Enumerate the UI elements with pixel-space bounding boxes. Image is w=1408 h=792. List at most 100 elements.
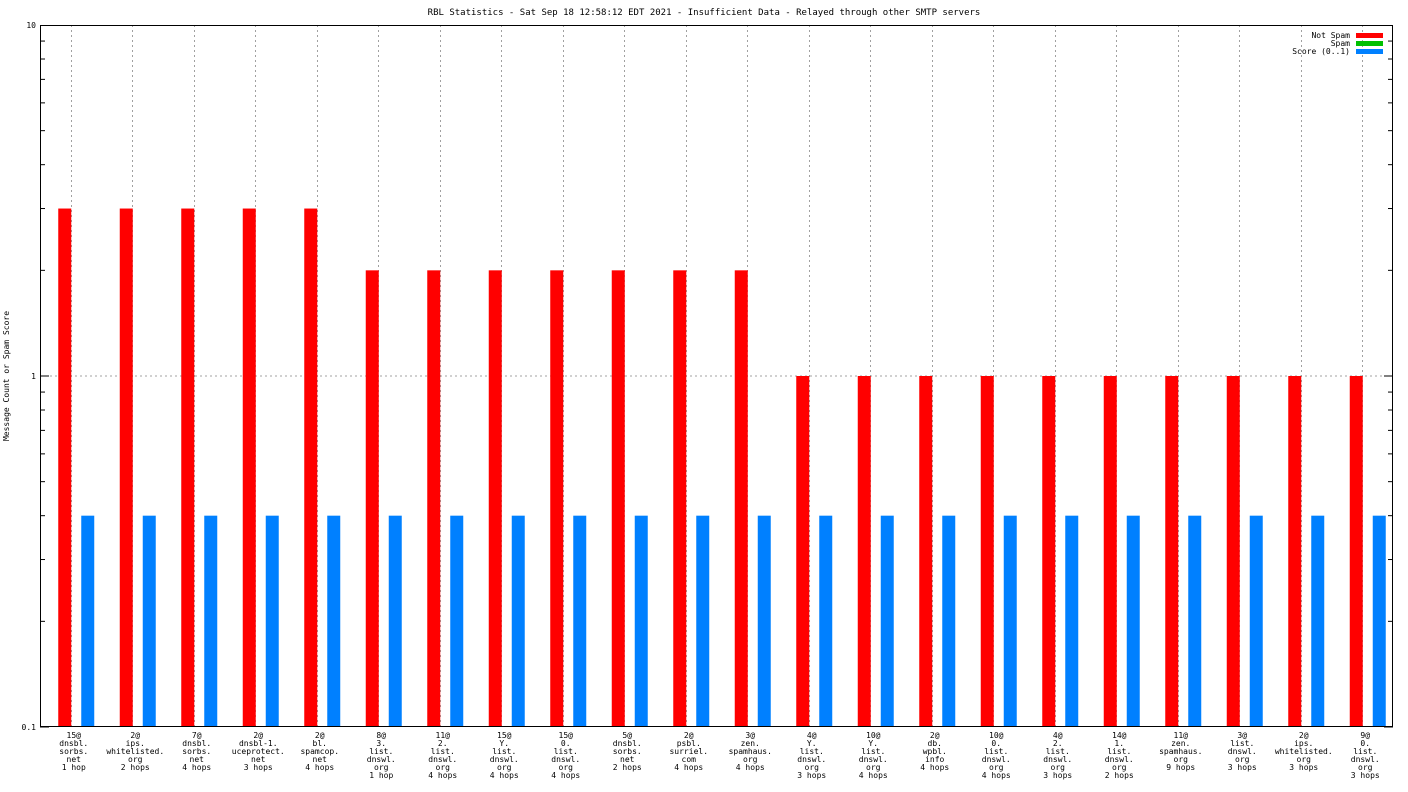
x-tick-label-line: psbl. <box>677 739 701 748</box>
x-tick-label-line: 4 hops <box>182 763 211 772</box>
y-tick-label: 1 <box>31 372 36 381</box>
bar-not-spam <box>796 376 810 727</box>
x-tick-label-line: 1 hop <box>62 763 86 772</box>
bar-score-0-1 <box>1249 515 1263 727</box>
bar-not-spam <box>550 270 564 727</box>
x-tick-label-line: dnswl. <box>1351 755 1380 764</box>
bar-not-spam <box>119 208 133 727</box>
x-tick-label-line: org <box>989 763 1004 772</box>
legend-label: Spam <box>1331 39 1350 48</box>
x-tick-label-line: 0. <box>991 739 1001 748</box>
legend-swatch <box>1356 33 1383 38</box>
x-tick-label-line: 3@ <box>745 731 755 740</box>
x-tick-label-line: 5@ <box>622 731 632 740</box>
x-tick-label-line: org <box>374 763 389 772</box>
bar-score-0-1 <box>819 515 833 727</box>
x-tick-label-line: spamcop. <box>300 747 339 756</box>
bars <box>58 208 1386 727</box>
x-tick-label-line: 4 hops <box>920 763 949 772</box>
x-tick-label-line: list. <box>492 747 516 756</box>
bar-not-spam <box>919 376 933 727</box>
bar-score-0-1 <box>1003 515 1017 727</box>
x-tick-label-line: net <box>67 755 82 764</box>
bar-score-0-1 <box>388 515 402 727</box>
x-tick-label-line: 2. <box>1053 739 1063 748</box>
x-tick-label-line: org <box>866 763 881 772</box>
bar-score-0-1 <box>942 515 956 727</box>
bar-score-0-1 <box>142 515 156 727</box>
x-tick-label-line: dnsbl. <box>613 739 642 748</box>
x-tick-label-line: sorbs. <box>182 747 211 756</box>
x-tick-label-line: dnswl. <box>551 755 580 764</box>
bar-not-spam <box>980 376 994 727</box>
x-tick-label-line: 4 hops <box>305 763 334 772</box>
bar-not-spam <box>734 270 748 727</box>
bar-not-spam <box>365 270 379 727</box>
x-tick-label-line: dnsbl. <box>182 739 211 748</box>
x-tick-label-line: 2@ <box>1299 731 1309 740</box>
x-tick-label-line: 9 hops <box>1166 763 1195 772</box>
bar-not-spam <box>857 376 871 727</box>
x-tick-label-line: 0. <box>561 739 571 748</box>
x-tick-label-line: Y. <box>807 739 817 748</box>
x-tick-label-line: sorbs. <box>59 747 88 756</box>
x-tick-label-line: net <box>313 755 328 764</box>
x-tick-label-line: 8@ <box>376 731 386 740</box>
bar-score-0-1 <box>1126 515 1140 727</box>
x-tick-label-line: 4@ <box>807 731 817 740</box>
bar-score-0-1 <box>450 515 464 727</box>
bar-not-spam <box>242 208 256 727</box>
x-tick-label-line: 3 hops <box>1351 771 1380 780</box>
legend-swatch <box>1356 49 1383 54</box>
x-tick-label-line: zen. <box>1171 739 1190 748</box>
x-tick-label-line: com <box>682 755 697 764</box>
x-tick-label-line: uceprotect. <box>232 747 285 756</box>
x-tick-label-line: ips. <box>126 739 145 748</box>
bar-not-spam <box>611 270 625 727</box>
x-tick-label-line: org <box>436 763 451 772</box>
x-tick-label-line: 2. <box>438 739 448 748</box>
x-tick-label-line: 2 hops <box>1105 771 1134 780</box>
x-tick-label-line: org <box>1174 755 1189 764</box>
x-tick-label-line: 0. <box>1360 739 1370 748</box>
x-tick-label-line: 3. <box>376 739 386 748</box>
x-tick-label-line: list. <box>554 747 578 756</box>
x-tick-label-line: dnswl. <box>1043 755 1072 764</box>
bar-score-0-1 <box>880 515 894 727</box>
x-tick-label-line: Y. <box>499 739 509 748</box>
bar-not-spam <box>181 208 195 727</box>
bar-score-0-1 <box>573 515 587 727</box>
y-tick-label: 10 <box>26 21 36 30</box>
bar-not-spam <box>488 270 502 727</box>
x-tick-label-line: list. <box>1230 739 1254 748</box>
x-tick-label-line: 10@ <box>989 731 1004 740</box>
x-tick-label-line: 14@ <box>1112 731 1127 740</box>
x-tick-label-line: org <box>1358 763 1373 772</box>
x-tick-label-line: org <box>1235 755 1250 764</box>
x-tick-label-line: list. <box>431 747 455 756</box>
x-tick-label-line: org <box>805 763 820 772</box>
bar-score-0-1 <box>1372 515 1386 727</box>
x-tick-label-line: info <box>925 755 944 764</box>
x-tick-label-line: dnswl. <box>428 755 457 764</box>
x-tick-label-line: org <box>559 763 574 772</box>
x-tick-label-line: sorbs. <box>613 747 642 756</box>
x-tick-label-line: 2@ <box>130 731 140 740</box>
x-tick-label-line: org <box>743 755 758 764</box>
